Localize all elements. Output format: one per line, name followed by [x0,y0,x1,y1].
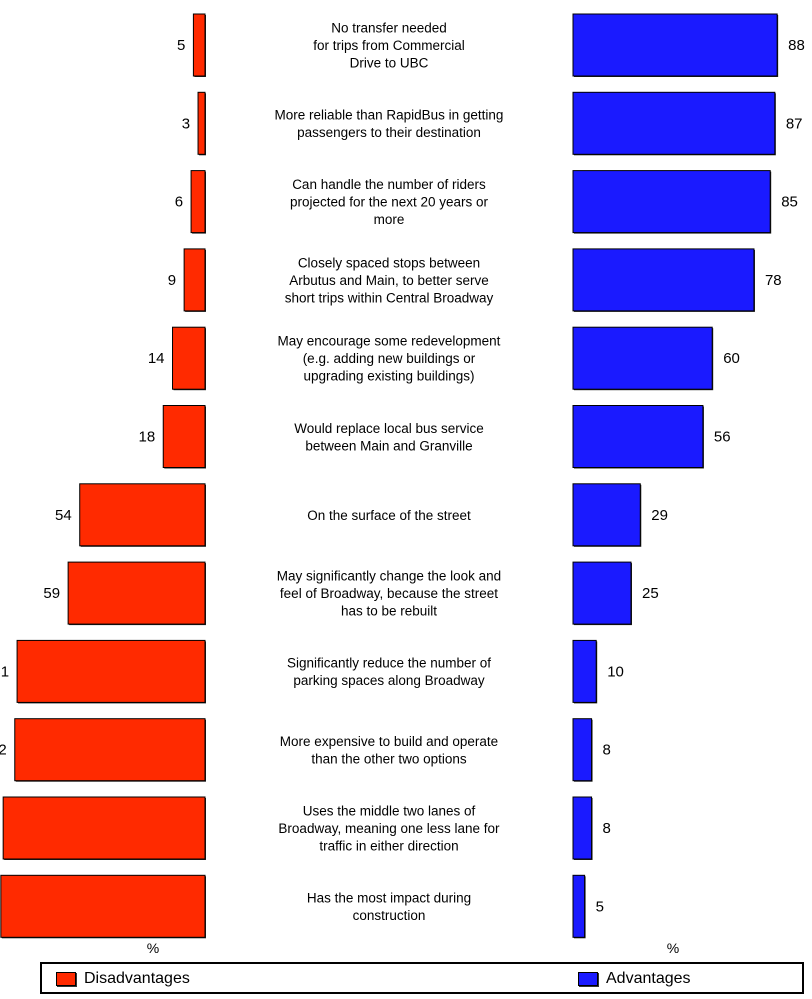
data-label-advantage: 78 [765,272,782,289]
bar-advantage [572,874,586,938]
legend-swatch-disadvantages [56,972,76,986]
category-label: Significantly reduce the number of parkin… [287,656,491,689]
bar-advantage [572,718,593,782]
unit-label-disadvantages: % [147,940,159,956]
bar-advantage [572,13,778,77]
bar-advantage [572,170,771,234]
category-label: On the surface of the street [307,508,471,523]
bar-disadvantage [190,170,206,234]
bar-advantage [572,326,713,390]
data-label-advantage: 60 [723,350,740,367]
data-label-advantage: 88 [788,37,805,54]
bar-advantage [572,561,632,625]
bar-disadvantage [197,91,206,155]
legend-swatch-advantages [578,972,598,986]
bar-disadvantage [79,483,206,547]
category-label: May encourage some redevelopment (e.g. ad… [278,334,501,384]
category-label: Uses the middle two lanes of Broadway, me… [278,804,500,854]
data-label-advantage: 10 [607,663,624,680]
data-label-advantage: 25 [642,585,659,602]
data-label-disadvantage: 5 [177,37,185,54]
bar-disadvantage [192,13,206,77]
data-label-disadvantage: 82 [0,742,7,759]
legend: Disadvantages Advantages [40,962,804,994]
category-label: Would replace local bus service between M… [294,421,484,454]
bar-advantage [572,405,704,468]
data-label-disadvantage: 81 [0,663,9,680]
data-label-advantage: 5 [596,898,604,915]
data-label-advantage: 56 [714,429,731,446]
category-label: More reliable than RapidBus in getting pa… [275,108,504,141]
bar-advantage [572,796,593,860]
bar-disadvantage [183,248,206,312]
bar-disadvantage [67,561,206,625]
data-label-disadvantage: 3 [182,115,190,132]
data-label-advantage: 8 [603,742,611,759]
data-label-disadvantage: 9 [168,272,176,289]
bar-disadvantage [162,405,206,468]
data-label-advantage: 8 [603,820,611,837]
legend-item-disadvantages: Disadvantages [56,970,190,988]
legend-label-advantages: Advantages [606,970,691,987]
category-label: More expensive to build and operate than … [280,734,498,767]
unit-label-advantages: % [667,940,679,956]
bar-disadvantage [14,718,206,782]
bar-advantage [572,91,776,155]
data-label-advantage: 87 [786,115,803,132]
category-label: Closely spaced stops between Arbutus and … [285,255,494,305]
data-label-advantage: 85 [781,194,798,211]
category-label: Can handle the number of riders projected… [290,177,489,227]
bar-disadvantage [172,326,206,390]
bar-disadvantage [16,639,206,703]
data-label-disadvantage: 59 [43,585,60,602]
legend-item-advantages: Advantages [578,970,691,988]
bar-disadvantage [0,874,206,938]
legend-label-disadvantages: Disadvantages [84,970,190,987]
category-label: No transfer needed for trips from Commerc… [313,21,465,71]
category-label: Has the most impact during construction [307,891,471,924]
data-label-disadvantage: 54 [55,507,72,524]
data-label-disadvantage: 18 [139,429,156,446]
bar-disadvantage [2,796,206,860]
category-label: May significantly change the look and fee… [277,569,501,619]
bar-advantage [572,248,755,312]
bar-advantage [572,639,597,703]
data-label-advantage: 29 [651,507,668,524]
data-label-disadvantage: 14 [148,350,165,367]
bar-advantage [572,483,641,547]
data-label-disadvantage: 6 [175,194,183,211]
